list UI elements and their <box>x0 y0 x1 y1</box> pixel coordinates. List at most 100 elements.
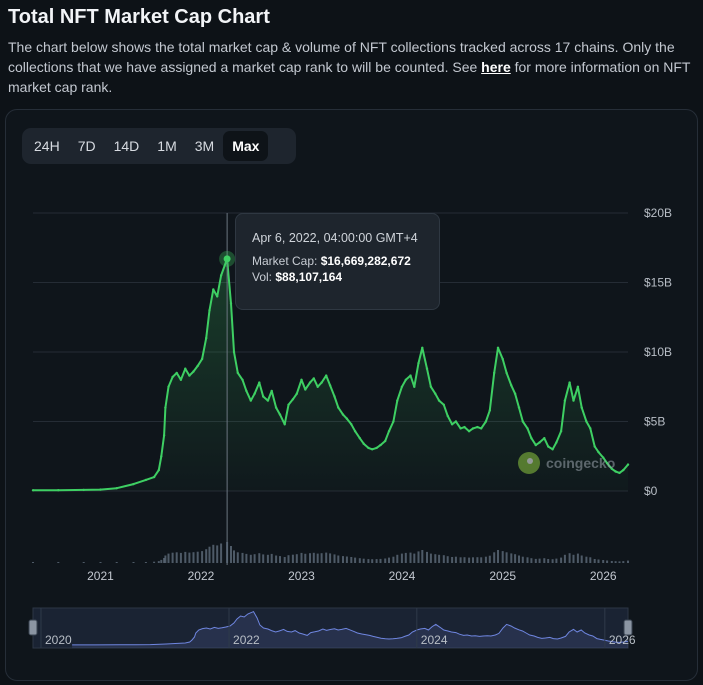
x-tick-label: 2022 <box>188 569 215 583</box>
tab-24h[interactable]: 24H <box>34 138 60 154</box>
volume-bar <box>409 552 412 563</box>
desc-text-1: The chart below shows the total market c… <box>8 39 675 75</box>
data-point <box>274 406 278 409</box>
data-point <box>493 371 496 375</box>
data-point <box>236 371 239 375</box>
volume-bar <box>362 558 365 563</box>
data-point <box>496 346 500 349</box>
tab-14d[interactable]: 14D <box>113 138 140 154</box>
data-point <box>626 463 630 466</box>
volume-bar <box>551 559 554 563</box>
highlight-point <box>223 255 231 263</box>
data-point <box>278 413 282 416</box>
data-point <box>152 475 156 479</box>
data-point <box>308 381 312 384</box>
data-point <box>429 385 433 388</box>
volume-bar <box>179 552 182 563</box>
data-point <box>337 406 340 409</box>
data-point <box>262 395 265 398</box>
tooltip-market-cap: Market Cap: $16,669,282,672 <box>252 254 423 268</box>
data-point <box>538 441 541 444</box>
desc-text-2: for more information on NFT market cap r… <box>8 59 691 95</box>
tooltip-volume: Vol: $88,107,164 <box>252 270 423 284</box>
volume-bar <box>226 542 229 563</box>
volume-bar <box>384 558 387 563</box>
x-tick-label: 2025 <box>489 569 516 583</box>
volume-bar <box>291 554 294 563</box>
volume-bar <box>132 562 135 563</box>
volume-bar <box>241 552 244 563</box>
data-point <box>471 427 475 430</box>
volume-bar <box>505 552 508 563</box>
data-point <box>229 302 233 305</box>
chart-description: The chart below shows the total market c… <box>8 37 698 97</box>
data-point <box>300 378 303 381</box>
volume-bar <box>497 550 499 563</box>
data-point <box>249 399 252 402</box>
data-point <box>459 427 462 430</box>
tooltip-mcap-value: $16,669,282,672 <box>320 254 411 268</box>
volume-bar <box>610 561 613 563</box>
here-link[interactable]: here <box>481 59 511 75</box>
data-point <box>270 389 273 393</box>
volume-bar <box>345 556 348 563</box>
volume-bar <box>325 552 328 563</box>
volume-bar <box>413 553 416 563</box>
data-point <box>530 437 533 440</box>
navigator-line <box>72 610 629 646</box>
x-tick-label: 2021 <box>87 569 114 583</box>
volume-bar <box>371 559 374 563</box>
volume-bar <box>480 557 483 563</box>
volume-bar <box>253 554 256 563</box>
tab-3m[interactable]: 3M <box>194 138 215 154</box>
volume-bar <box>216 545 219 563</box>
page-title: Total NFT Market Cap Chart <box>8 6 270 28</box>
tab-7d[interactable]: 7D <box>77 138 96 154</box>
data-point <box>350 423 353 426</box>
data-point <box>291 398 295 401</box>
volume-bar <box>563 554 566 563</box>
volume-bar <box>451 557 454 563</box>
data-point <box>467 430 471 433</box>
data-point <box>345 417 349 420</box>
volume-bar <box>337 555 340 563</box>
navigator-left-handle[interactable] <box>28 619 38 636</box>
volume-bar <box>367 559 370 563</box>
data-point <box>171 375 174 379</box>
volume-bar <box>312 552 315 563</box>
volume-bar <box>426 551 428 563</box>
data-point <box>132 482 135 486</box>
volume-bar <box>606 560 609 563</box>
volume-bar <box>543 558 546 563</box>
volume-bar <box>484 556 487 563</box>
volume-bar <box>205 549 208 563</box>
x-tick-label: 2026 <box>590 569 617 583</box>
data-point <box>614 470 617 473</box>
volume-bar <box>510 553 513 563</box>
data-point <box>144 478 148 482</box>
data-point <box>450 423 454 426</box>
data-point <box>325 374 328 377</box>
data-point <box>534 443 537 447</box>
volume-bar <box>476 557 479 563</box>
data-point <box>605 462 609 465</box>
data-point <box>392 420 395 423</box>
data-point <box>610 467 613 470</box>
data-point <box>559 430 563 433</box>
data-point <box>513 392 517 395</box>
volume-bar <box>521 556 524 563</box>
volume-bar <box>167 553 170 563</box>
volume-bar <box>446 556 449 563</box>
tab-1m[interactable]: 1M <box>157 138 177 154</box>
tab-max[interactable]: Max <box>223 131 269 161</box>
data-point <box>593 445 596 448</box>
data-point <box>241 378 244 381</box>
volume-bar <box>468 557 471 563</box>
data-point <box>362 442 365 445</box>
data-point <box>547 445 550 448</box>
navigator-right-handle[interactable] <box>623 619 633 636</box>
volume-bar <box>354 557 357 563</box>
data-point <box>375 446 378 450</box>
volume-bar <box>295 554 298 563</box>
